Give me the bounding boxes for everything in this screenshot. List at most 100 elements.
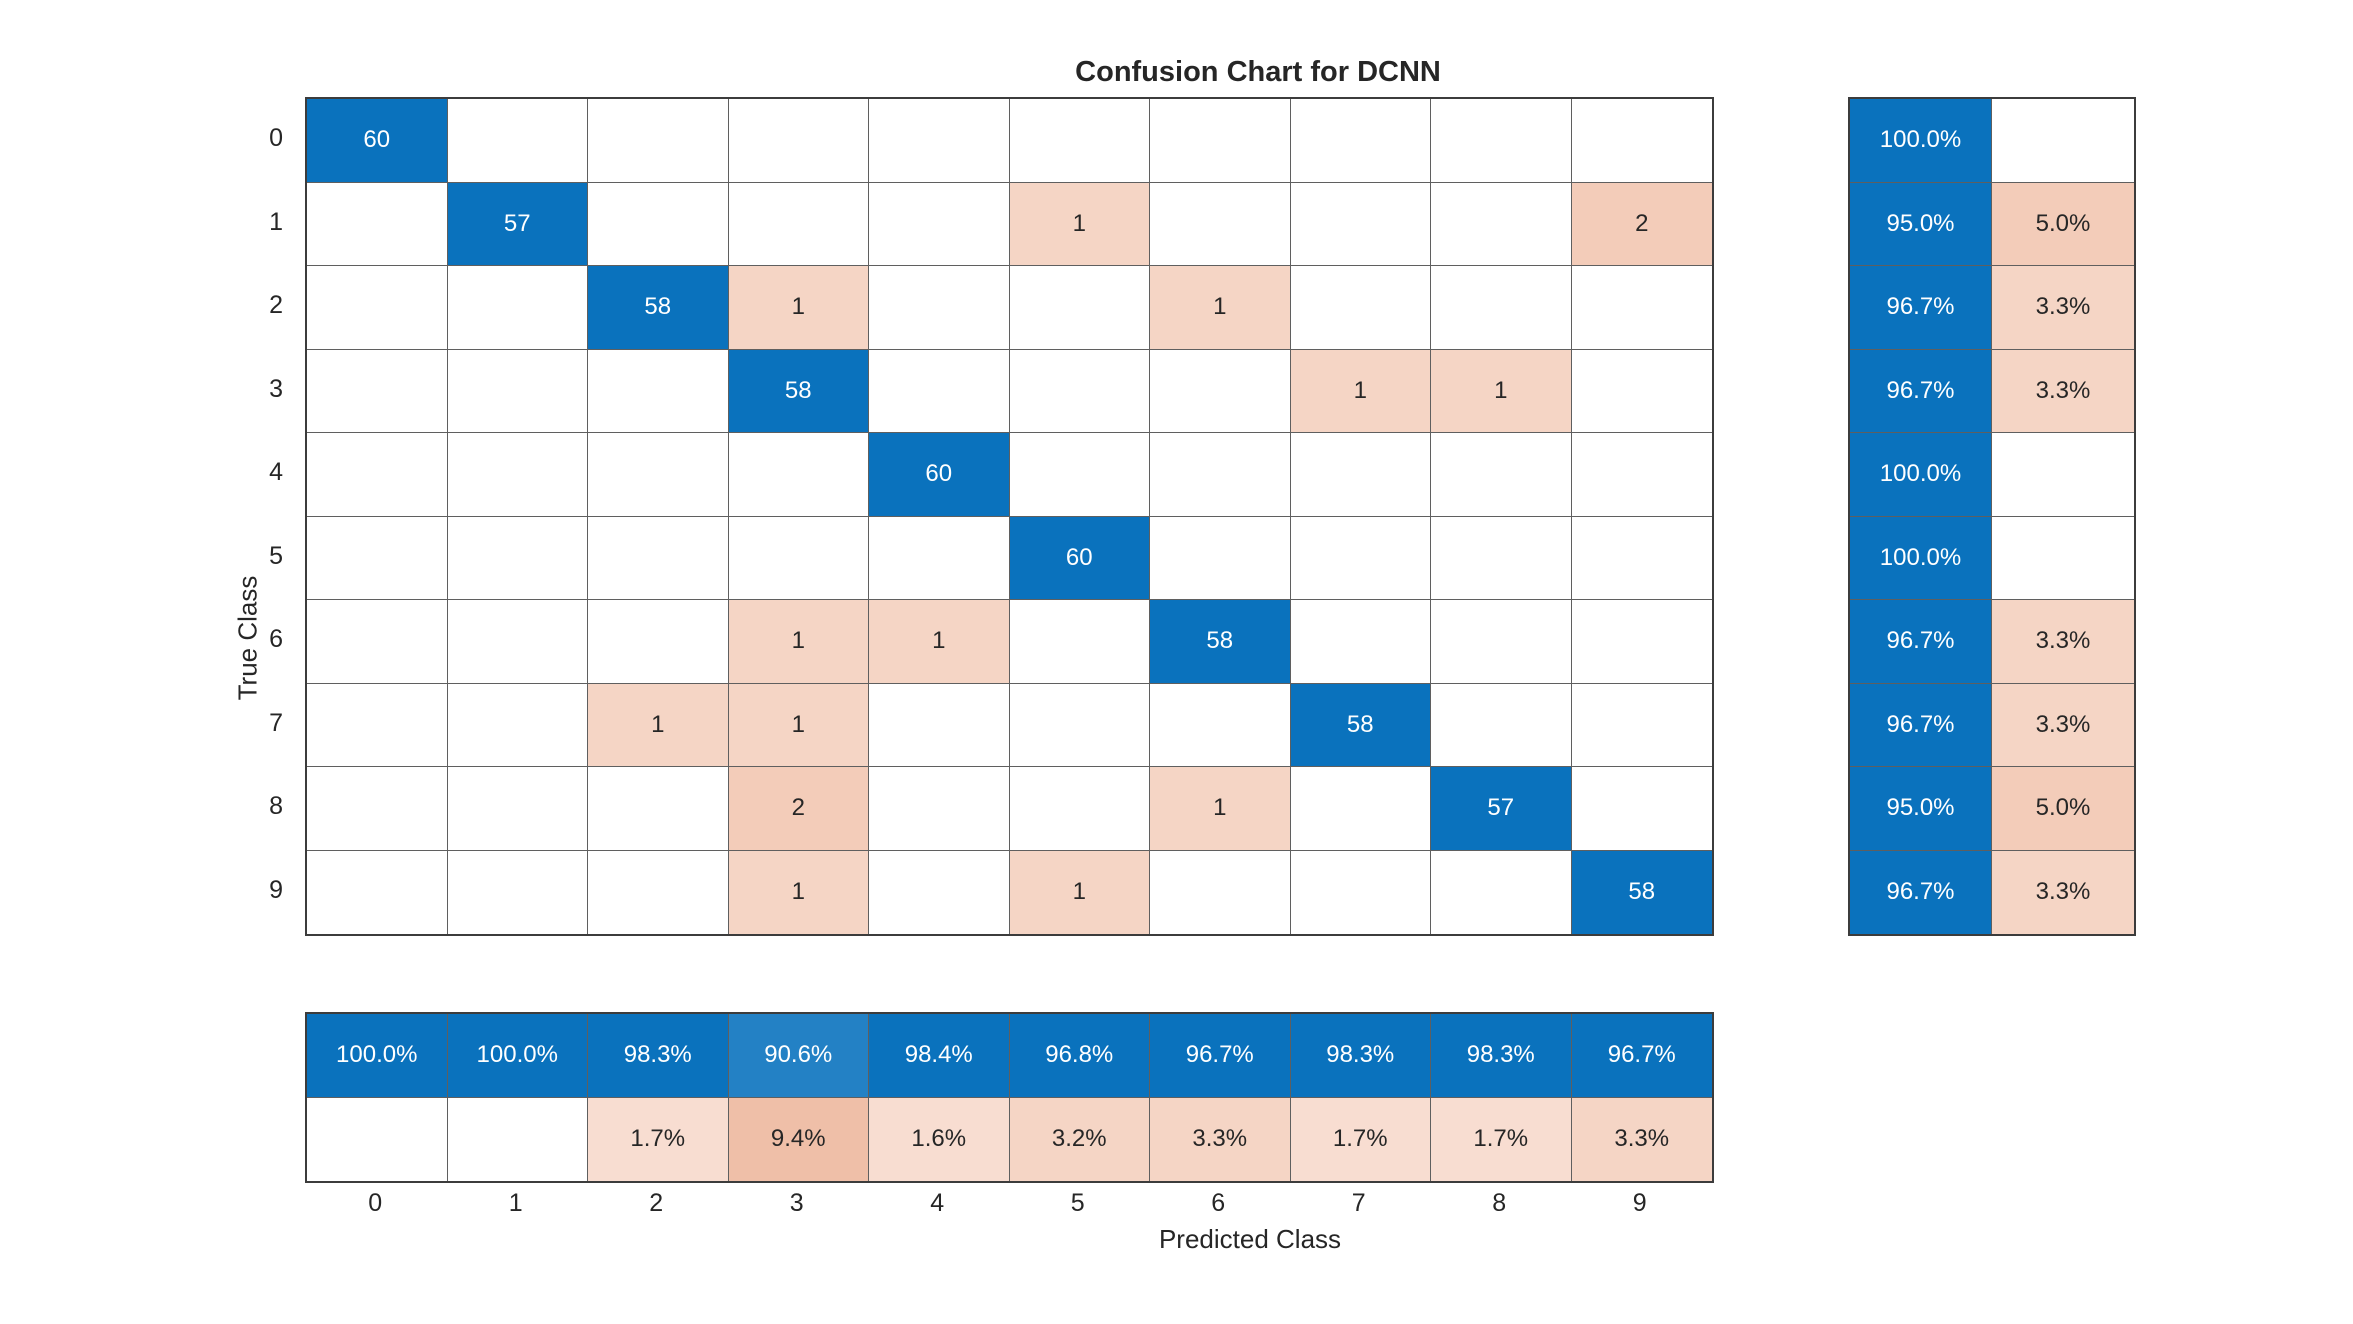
matrix-cell-offdiagonal: 1: [1431, 349, 1572, 433]
matrix-cell: [1431, 600, 1572, 684]
matrix-cell: [588, 349, 729, 433]
y-axis-tick-labels: 0 1 2 3 4 5 6 7 8 9: [180, 97, 294, 932]
matrix-cell: [447, 349, 588, 433]
y-tick-label: 8: [269, 792, 283, 821]
matrix-cell: [1009, 433, 1150, 517]
matrix-cell: [869, 266, 1010, 350]
matrix-cell: [728, 433, 869, 517]
matrix-cell: [1009, 349, 1150, 433]
matrix-cell-diagonal: 58: [1571, 850, 1712, 934]
matrix-cell: [1431, 850, 1572, 934]
matrix-cell: [1150, 433, 1291, 517]
matrix-cell: [1431, 516, 1572, 600]
matrix-cell-offdiagonal: 1: [1009, 182, 1150, 266]
column-summary-grid: 100.0% 100.0% 98.3% 90.6% 98.4% 96.8% 96.7% 98.…: [305, 1012, 1714, 1183]
matrix-cell-diagonal: 60: [1009, 516, 1150, 600]
matrix-cell: [588, 850, 729, 934]
matrix-cell: [1150, 683, 1291, 767]
matrix-cell: [869, 683, 1010, 767]
matrix-cell-offdiagonal: 1: [869, 600, 1010, 684]
y-tick-label: 5: [269, 541, 283, 570]
matrix-cell: [1290, 433, 1431, 517]
row-summary-incorrect-cell: 3.3%: [1992, 349, 2134, 433]
row-summary-correct-cell: 100.0%: [1850, 516, 1992, 600]
row-summary-correct-cell: 95.0%: [1850, 767, 1992, 851]
matrix-cell: [307, 767, 448, 851]
matrix-cell: [447, 850, 588, 934]
column-summary-correct-cell: 100.0%: [447, 1014, 588, 1098]
matrix-cell: [588, 767, 729, 851]
matrix-cell: [728, 99, 869, 183]
matrix-cell-offdiagonal: 2: [1571, 182, 1712, 266]
matrix-cell-diagonal: 57: [447, 182, 588, 266]
matrix-cell: [1431, 266, 1572, 350]
matrix-cell-offdiagonal: 2: [728, 767, 869, 851]
x-tick-label: 9: [1632, 1188, 1647, 1217]
matrix-cell: [869, 182, 1010, 266]
matrix-cell-offdiagonal: 1: [1150, 767, 1291, 851]
matrix-cell: [447, 683, 588, 767]
matrix-cell: [1571, 767, 1712, 851]
column-summary-incorrect-cell: [307, 1097, 448, 1181]
row-summary-correct-cell: 100.0%: [1850, 99, 1992, 183]
matrix-cell-offdiagonal: 1: [1009, 850, 1150, 934]
row-summary-incorrect-cell: 5.0%: [1992, 767, 2134, 851]
matrix-cell: [869, 516, 1010, 600]
matrix-cell: [307, 850, 448, 934]
matrix-cell-diagonal: 57: [1431, 767, 1572, 851]
x-tick-label: 5: [1070, 1188, 1085, 1217]
matrix-cell: [447, 99, 588, 183]
matrix-cell: [1150, 182, 1291, 266]
matrix-cell: [307, 433, 448, 517]
matrix-cell: [588, 516, 729, 600]
column-summary-incorrect-cell: 3.2%: [1009, 1097, 1150, 1181]
matrix-cell: [1431, 683, 1572, 767]
matrix-cell-diagonal: 60: [869, 433, 1010, 517]
matrix-cell: [307, 266, 448, 350]
matrix-cell-offdiagonal: 1: [728, 600, 869, 684]
column-summary-incorrect-cell: 1.7%: [1290, 1097, 1431, 1181]
matrix-cell: [1290, 516, 1431, 600]
matrix-cell: [1571, 516, 1712, 600]
matrix-cell: [1571, 600, 1712, 684]
row-summary-incorrect-cell: 5.0%: [1992, 182, 2134, 266]
y-tick-label: 3: [269, 374, 283, 403]
matrix-cell-offdiagonal: 1: [728, 683, 869, 767]
matrix-cell-diagonal: 58: [588, 266, 729, 350]
x-tick-label: 3: [789, 1188, 804, 1217]
matrix-cell: [307, 600, 448, 684]
column-summary-incorrect-cell: 9.4%: [728, 1097, 869, 1181]
row-summary-incorrect-cell: [1992, 516, 2134, 600]
column-summary-incorrect-cell: 3.3%: [1571, 1097, 1712, 1181]
column-summary-correct-cell: 90.6%: [728, 1014, 869, 1098]
matrix-cell: [307, 683, 448, 767]
column-summary-correct-cell: 98.3%: [1290, 1014, 1431, 1098]
matrix-cell: [1009, 767, 1150, 851]
matrix-cell: [1290, 182, 1431, 266]
row-summary-incorrect-cell: 3.3%: [1992, 266, 2134, 350]
column-summary-correct-cell: 98.3%: [1431, 1014, 1572, 1098]
matrix-cell: [1431, 433, 1572, 517]
matrix-cell: [588, 600, 729, 684]
matrix-cell: [588, 182, 729, 266]
row-summary-incorrect-cell: [1992, 99, 2134, 183]
row-summary-incorrect-cell: 3.3%: [1992, 683, 2134, 767]
matrix-cell: [447, 266, 588, 350]
matrix-cell: [869, 99, 1010, 183]
matrix-cell: [1571, 433, 1712, 517]
matrix-cell: [447, 433, 588, 517]
matrix-cell: [1150, 516, 1291, 600]
column-summary-incorrect-cell: 1.7%: [1431, 1097, 1572, 1181]
column-summary-correct-cell: 100.0%: [307, 1014, 448, 1098]
row-summary-incorrect-cell: 3.3%: [1992, 850, 2134, 934]
x-tick-label: 7: [1351, 1188, 1366, 1217]
matrix-cell: [1290, 600, 1431, 684]
row-summary-correct-cell: 96.7%: [1850, 683, 1992, 767]
matrix-cell: [1009, 99, 1150, 183]
y-tick-label: 6: [269, 625, 283, 654]
column-summary-incorrect-cell: 3.3%: [1150, 1097, 1291, 1181]
matrix-cell: [1290, 850, 1431, 934]
y-tick-label: 2: [269, 291, 283, 320]
x-axis-label: Predicted Class: [1158, 1224, 1342, 1254]
matrix-cell: [1290, 99, 1431, 183]
